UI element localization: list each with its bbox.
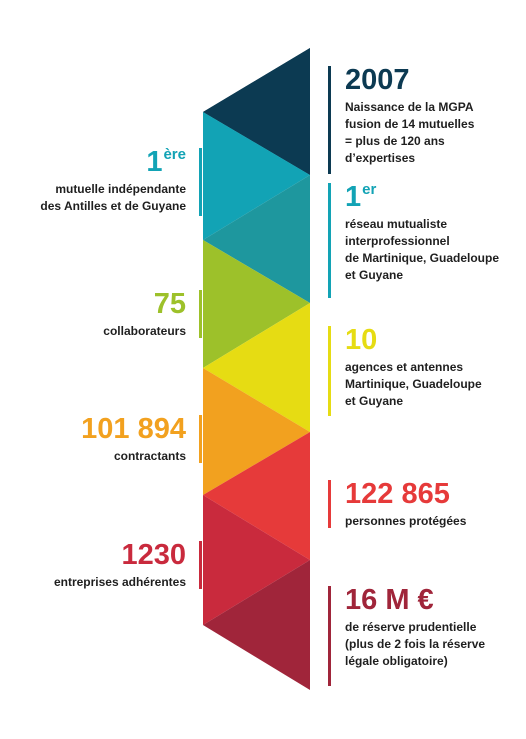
stat-2007: 2007 Naissance de la MGPA fusion de 14 m… — [328, 64, 475, 174]
stat-personnes: 122 865 personnes protégées — [328, 478, 467, 530]
stat-value: 16 M € — [345, 584, 434, 616]
stat-contractants: 101 894 contractants — [81, 413, 202, 465]
stat-value: 122 865 — [345, 478, 450, 510]
stat-bar — [199, 148, 202, 216]
triangle-orange — [203, 368, 310, 495]
stat-premiere-mutuelle: 1ère mutuelle indépendante des Antilles … — [40, 146, 202, 216]
stat-description: contractants — [113, 449, 186, 463]
stat-bar — [328, 183, 331, 298]
stat-value: 10 — [345, 324, 378, 356]
stat-bar — [328, 480, 331, 528]
stat-premier-reseau: 1er réseau mutualiste interprofessionnel… — [328, 181, 500, 298]
triangle-teal — [203, 112, 310, 240]
stat-value: 1230 — [121, 539, 186, 571]
stat-collaborateurs: 75 collaborateurs — [103, 288, 202, 340]
stat-description: entreprises adhérentes — [53, 575, 186, 589]
stat-bar — [199, 541, 202, 589]
stat-reserve: 16 M € de réserve prudentielle (plus de … — [328, 584, 486, 686]
stat-bar — [199, 415, 202, 463]
stat-description: agences et antennes Martinique, Guadelou… — [345, 360, 482, 408]
triangle-yellow — [203, 303, 310, 432]
triangle-green — [203, 240, 310, 368]
stat-description: de réserve prudentielle (plus de 2 fois … — [345, 620, 486, 668]
triangle-teal-dark — [203, 175, 310, 303]
stat-description: personnes protégées — [345, 514, 467, 528]
stat-bar — [199, 290, 202, 338]
stat-bar — [328, 586, 331, 686]
stat-value: 1er — [345, 181, 377, 213]
stat-description: Naissance de la MGPA fusion de 14 mutuel… — [345, 100, 475, 165]
triangle-crimson — [203, 495, 310, 625]
stat-value: 2007 — [345, 64, 410, 96]
stat-value: 75 — [153, 288, 186, 320]
triangle-maroon — [203, 560, 310, 690]
stat-value: 101 894 — [81, 413, 186, 445]
stat-entreprises: 1230 entreprises adhérentes — [53, 539, 202, 591]
triangle-red — [203, 432, 310, 560]
stat-bar — [328, 66, 331, 174]
stat-bar — [328, 326, 331, 416]
triangle-navy-2 — [203, 48, 310, 175]
stat-description: réseau mutualiste interprofessionnel de … — [345, 217, 500, 282]
stat-description: mutuelle indépendante des Antilles et de… — [40, 182, 186, 213]
stat-description: collaborateurs — [103, 324, 186, 338]
stat-agences: 10 agences et antennes Martinique, Guade… — [328, 324, 482, 416]
stat-value: 1ère — [146, 146, 186, 178]
